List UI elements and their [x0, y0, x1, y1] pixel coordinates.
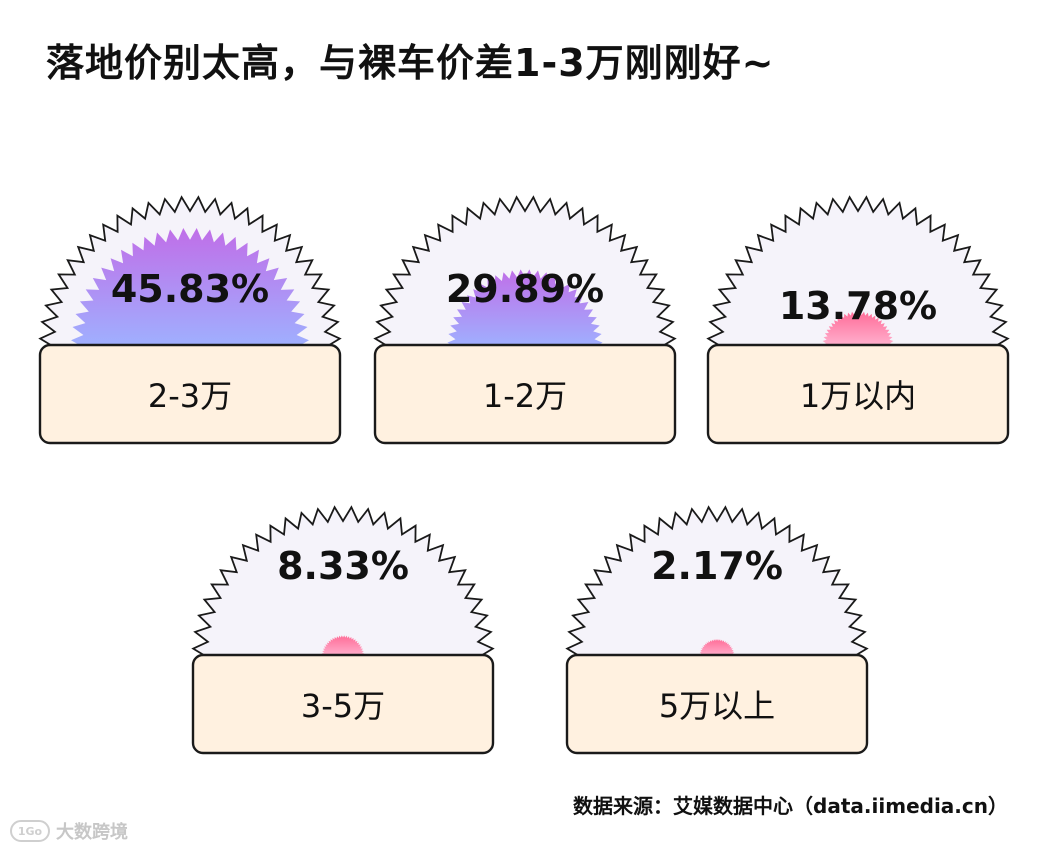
category-card [191, 653, 495, 755]
category-card [565, 653, 869, 755]
value-burst [699, 639, 735, 657]
watermark: 1Go 大数跨境 [10, 818, 128, 844]
burst-frame [706, 195, 1010, 348]
chart-item-4: 2.17% 5万以上 [565, 505, 869, 755]
category-label: 5万以上 [659, 687, 775, 725]
watermark-text: 大数跨境 [56, 822, 128, 843]
category-card [38, 343, 342, 445]
data-label: 13.78% [779, 284, 937, 328]
category-label: 1万以内 [800, 377, 916, 415]
value-burst [321, 635, 365, 657]
value-burst [71, 228, 309, 347]
category-label: 1-2万 [483, 377, 567, 415]
chart-item-1: 29.89% 1-2万 [373, 195, 677, 445]
data-label: 45.83% [111, 267, 269, 311]
page-title: 落地价别太高，与裸车价差1-3万刚刚好~ [46, 41, 775, 85]
value-burst [822, 311, 894, 347]
chart-item-3: 8.33% 3-5万 [191, 505, 495, 755]
data-label: 2.17% [651, 544, 783, 588]
burst-frame [565, 505, 869, 658]
data-source: 数据来源：艾媒数据中心（data.iimedia.cn） [573, 794, 1008, 818]
category-label: 3-5万 [301, 687, 385, 725]
burst-frame [373, 195, 677, 348]
chart-item-0: 45.83% 2-3万 [38, 195, 342, 445]
category-label: 2-3万 [148, 377, 232, 415]
category-card [373, 343, 677, 445]
category-card [706, 343, 1010, 445]
value-burst [447, 269, 603, 347]
data-label: 29.89% [446, 267, 604, 311]
burst-frame [191, 505, 495, 658]
watermark-logo-icon: 1Go [10, 820, 50, 842]
data-label: 8.33% [277, 544, 409, 588]
chart-item-2: 13.78% 1万以内 [706, 195, 1010, 445]
